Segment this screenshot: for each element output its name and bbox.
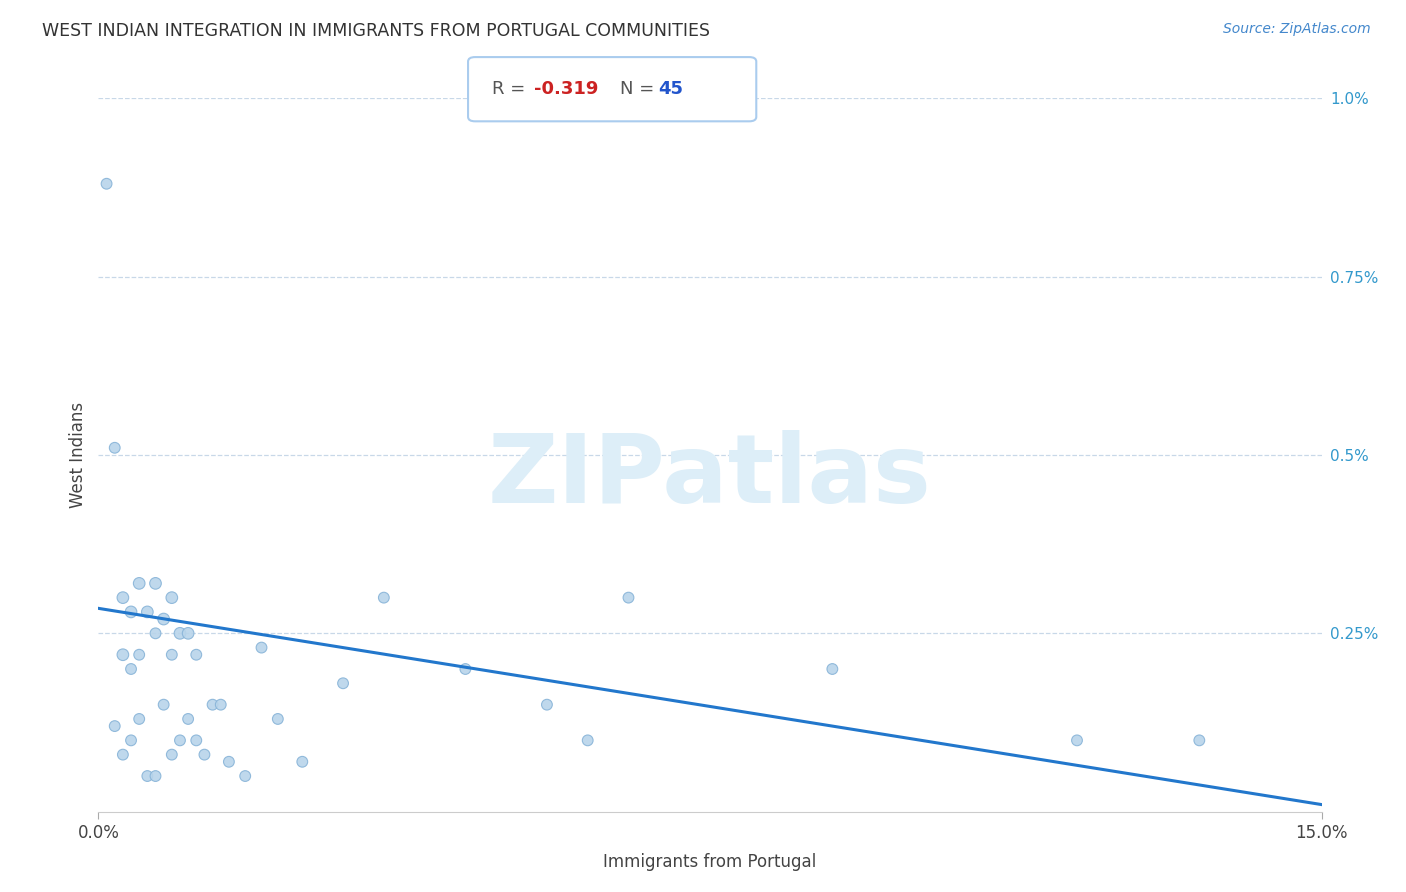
Point (218, 755, 240, 769)
Point (128, 576, 150, 591)
Point (104, 441, 127, 455)
Point (152, 698, 174, 712)
X-axis label: Immigrants from Portugal: Immigrants from Portugal (603, 853, 817, 871)
Point (332, 676, 354, 690)
Point (267, 712, 290, 726)
Text: ZIPatlas: ZIPatlas (488, 430, 932, 523)
Point (160, 648, 183, 662)
Point (233, 769, 256, 783)
Point (373, 591, 395, 605)
Point (209, 698, 232, 712)
Point (201, 698, 224, 712)
Point (111, 591, 134, 605)
Point (104, 719, 127, 733)
Y-axis label: West Indians: West Indians (69, 402, 87, 508)
Point (291, 755, 314, 769)
Point (536, 698, 558, 712)
Point (821, 662, 844, 676)
Point (120, 662, 142, 676)
Point (96, 177, 118, 191)
Point (160, 747, 183, 762)
Point (1188, 733, 1211, 747)
Point (1066, 733, 1088, 747)
Point (576, 733, 599, 747)
Text: N =: N = (620, 80, 659, 98)
Point (186, 648, 208, 662)
Point (111, 648, 134, 662)
Point (120, 733, 142, 747)
Point (128, 712, 150, 726)
Point (177, 712, 200, 726)
Point (177, 626, 200, 640)
Point (145, 576, 167, 591)
Point (160, 591, 183, 605)
Point (145, 626, 167, 640)
Point (111, 747, 134, 762)
Point (169, 733, 191, 747)
Point (186, 733, 208, 747)
Text: -0.319: -0.319 (534, 80, 599, 98)
Point (617, 591, 640, 605)
Point (136, 769, 159, 783)
Point (136, 605, 159, 619)
Point (145, 769, 167, 783)
Text: WEST INDIAN INTEGRATION IN IMMIGRANTS FROM PORTUGAL COMMUNITIES: WEST INDIAN INTEGRATION IN IMMIGRANTS FR… (42, 22, 710, 40)
Text: R =: R = (492, 80, 531, 98)
Point (250, 640, 273, 655)
Point (128, 648, 150, 662)
Point (120, 605, 142, 619)
Text: 45: 45 (658, 80, 683, 98)
Point (454, 662, 477, 676)
Point (152, 612, 174, 626)
Text: Source: ZipAtlas.com: Source: ZipAtlas.com (1223, 22, 1371, 37)
Point (169, 626, 191, 640)
Point (193, 747, 215, 762)
